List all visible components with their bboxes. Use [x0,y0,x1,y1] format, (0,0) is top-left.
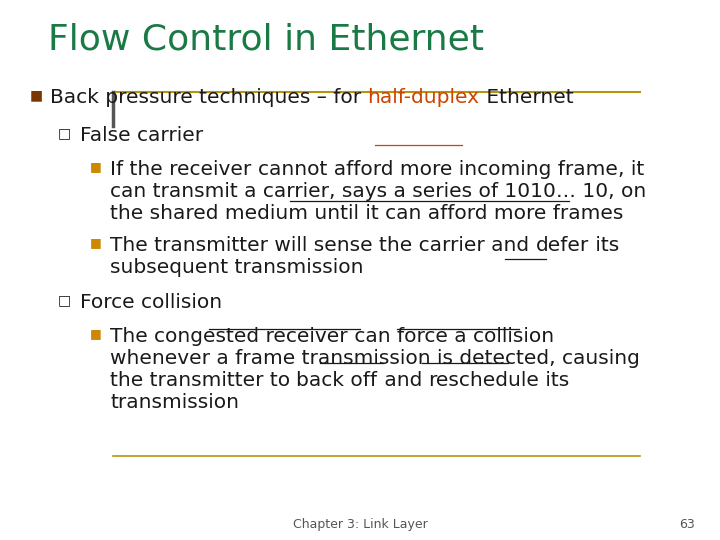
Text: False carrier: False carrier [80,126,203,145]
Text: 63: 63 [679,518,695,531]
Text: Ethernet: Ethernet [480,88,573,107]
Text: The transmitter will sense the carrier and: The transmitter will sense the carrier a… [110,236,536,255]
Text: Flow Control in Ethernet: Flow Control in Ethernet [48,22,484,56]
Text: ■: ■ [90,327,102,340]
Text: its: its [589,236,619,255]
Text: its: its [539,371,570,390]
Text: and: and [377,371,428,390]
Text: reschedule: reschedule [428,371,539,390]
Text: □: □ [58,293,71,307]
Text: , it: , it [618,160,644,179]
Text: transmission: transmission [110,393,239,412]
Text: can transmit a carrier, says a series of 1010… 10, on: can transmit a carrier, says a series of… [110,182,647,201]
Text: The: The [110,327,154,346]
Text: defer: defer [536,236,589,255]
Text: half-duplex: half-duplex [367,88,480,107]
Text: If the receiver: If the receiver [110,160,258,179]
Text: congested receiver: congested receiver [154,327,348,346]
Text: the transmitter to: the transmitter to [110,371,297,390]
Text: Chapter 3: Link Layer: Chapter 3: Link Layer [292,518,428,531]
Text: □: □ [58,126,71,140]
Text: can: can [348,327,397,346]
Text: Force collision: Force collision [80,293,222,312]
Text: ■: ■ [30,88,43,102]
Text: force a collision: force a collision [397,327,554,346]
Text: cannot afford more incoming frame: cannot afford more incoming frame [258,160,618,179]
Text: subsequent transmission: subsequent transmission [110,258,364,277]
Text: back off: back off [297,371,377,390]
Text: the shared medium until it can afford more frames: the shared medium until it can afford mo… [110,204,624,223]
Text: ■: ■ [90,160,102,173]
Text: ■: ■ [90,236,102,249]
Text: Back pressure techniques – for: Back pressure techniques – for [50,88,367,107]
Text: whenever a frame transmission is detected, causing: whenever a frame transmission is detecte… [110,349,640,368]
